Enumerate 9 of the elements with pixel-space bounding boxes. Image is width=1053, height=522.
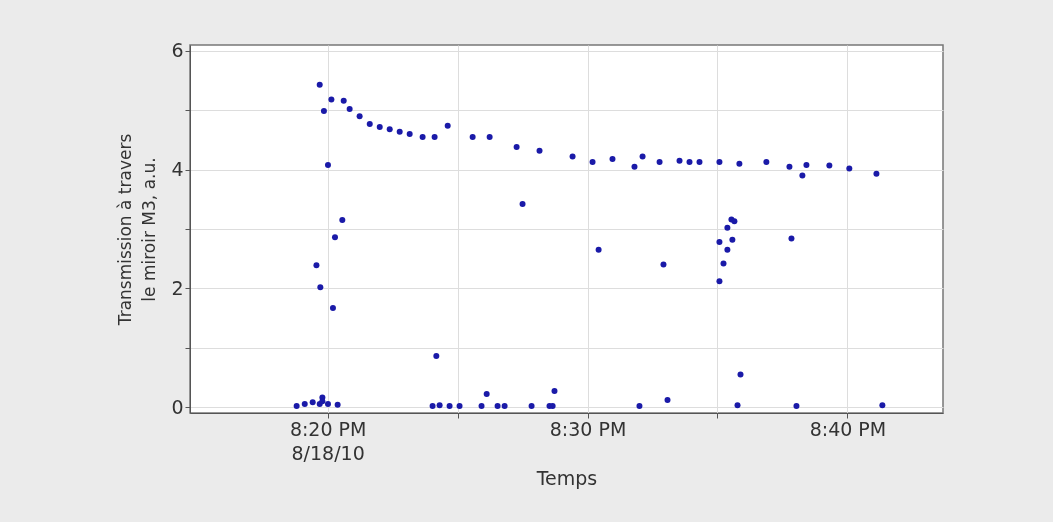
x-tick-label: 8:20 PM 8/18/10 [289, 417, 367, 464]
y-tick-label: 2 [171, 276, 184, 299]
y-tick-label: 6 [171, 39, 184, 62]
y-tick-label: 4 [171, 158, 184, 181]
x-axis-title: Temps [535, 466, 598, 489]
y-tick-label: 0 [171, 395, 184, 418]
x-tick-label: 8:30 PM [549, 417, 627, 440]
x-tick-label: 8:40 PM [809, 417, 887, 440]
y-axis-title: Transmission à travers le miroir M3, a.u. [115, 133, 160, 327]
